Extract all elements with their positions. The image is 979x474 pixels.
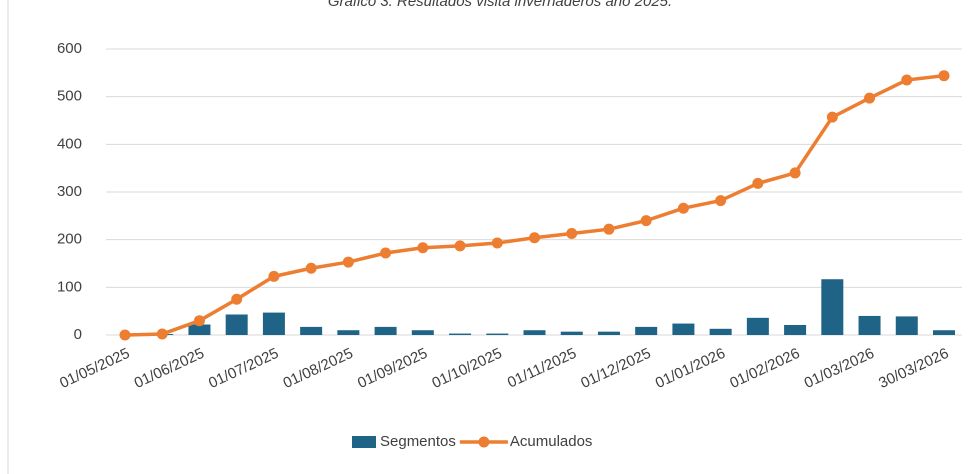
marker bbox=[491, 237, 503, 249]
marker bbox=[901, 74, 913, 86]
marker bbox=[342, 256, 354, 268]
bar bbox=[560, 331, 583, 335]
x-tick-label: 30/03/2026 bbox=[876, 345, 951, 392]
bar bbox=[449, 333, 472, 335]
legend-swatch bbox=[352, 436, 376, 448]
marker bbox=[156, 328, 168, 340]
marker bbox=[566, 227, 578, 239]
x-tick-label: 01/09/2025 bbox=[355, 345, 430, 392]
bar bbox=[933, 330, 955, 335]
marker bbox=[193, 315, 205, 327]
y-tick-label: 0 bbox=[74, 326, 82, 343]
x-tick-label: 01/05/2025 bbox=[57, 345, 132, 392]
bar bbox=[597, 331, 620, 335]
marker bbox=[268, 270, 280, 282]
marker bbox=[454, 240, 466, 252]
x-tick-label: 01/07/2025 bbox=[206, 345, 281, 392]
bar bbox=[895, 316, 918, 335]
y-tick-label: 500 bbox=[57, 88, 82, 105]
bar bbox=[188, 324, 211, 335]
y-tick-label: 100 bbox=[57, 278, 82, 295]
marker bbox=[938, 70, 950, 82]
bar bbox=[709, 328, 732, 335]
bar bbox=[337, 330, 360, 335]
marker bbox=[864, 92, 876, 104]
x-tick-label: 01/06/2025 bbox=[132, 345, 207, 392]
x-tick-label: 01/10/2025 bbox=[429, 345, 504, 392]
bar bbox=[300, 326, 323, 335]
y-tick-label: 400 bbox=[57, 135, 82, 152]
bar bbox=[523, 330, 546, 335]
x-tick-label: 01/03/2026 bbox=[802, 345, 877, 392]
y-tick-label: 300 bbox=[57, 183, 82, 200]
bar bbox=[635, 326, 658, 335]
marker bbox=[715, 195, 727, 207]
bar bbox=[784, 324, 807, 335]
bar bbox=[486, 333, 509, 335]
bar bbox=[672, 323, 695, 335]
marker bbox=[677, 202, 689, 214]
marker bbox=[231, 293, 243, 305]
bar bbox=[746, 317, 769, 335]
bar bbox=[821, 279, 844, 335]
marker bbox=[417, 242, 429, 254]
marker bbox=[789, 167, 801, 179]
x-tick-label: 01/11/2025 bbox=[505, 345, 579, 392]
bar bbox=[262, 312, 285, 335]
marker bbox=[603, 223, 615, 235]
legend-label: Segmentos bbox=[380, 433, 456, 450]
marker bbox=[119, 329, 131, 341]
bar bbox=[858, 315, 881, 335]
x-tick-label: 01/02/2026 bbox=[727, 345, 802, 392]
x-tick-label: 01/01/2026 bbox=[653, 345, 728, 392]
bar bbox=[411, 330, 434, 335]
bar bbox=[225, 314, 248, 335]
chart-title: Gráfico 3. Resultados visita invernadero… bbox=[328, 0, 672, 10]
marker bbox=[529, 232, 540, 244]
legend-swatch bbox=[478, 436, 490, 448]
marker bbox=[640, 215, 652, 227]
y-tick-label: 600 bbox=[57, 40, 82, 57]
marker bbox=[826, 111, 838, 123]
line bbox=[124, 73, 945, 337]
legend-label: Acumulados bbox=[510, 433, 593, 450]
x-tick-label: 01/08/2025 bbox=[281, 345, 356, 392]
bar bbox=[374, 326, 397, 335]
marker bbox=[380, 247, 392, 259]
x-tick-label: 01/12/2025 bbox=[578, 345, 653, 392]
marker bbox=[305, 262, 317, 274]
y-tick-label: 200 bbox=[57, 231, 82, 248]
marker bbox=[752, 177, 764, 189]
